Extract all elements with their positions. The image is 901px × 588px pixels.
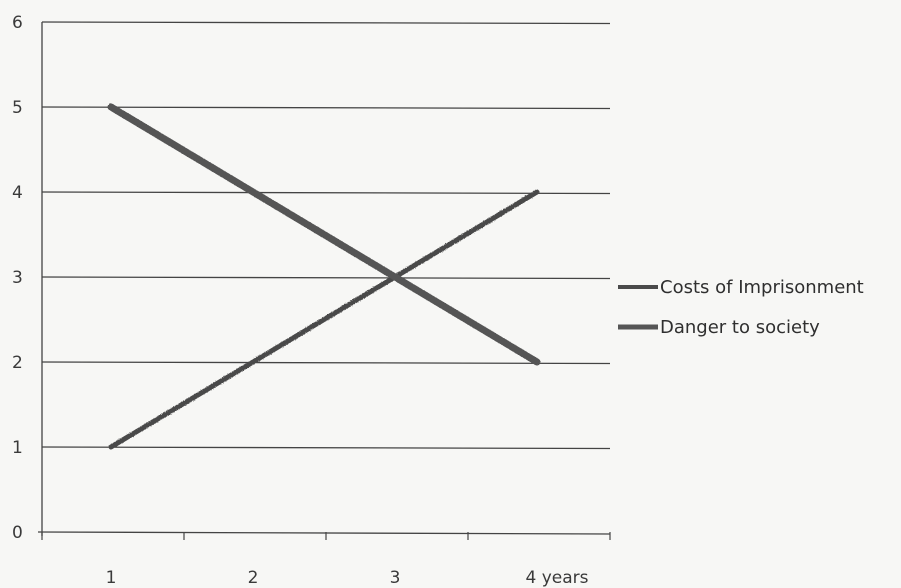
series-line — [107, 103, 541, 366]
x-tick-label: 2 — [248, 568, 259, 588]
series-lines — [107, 103, 541, 450]
legend-label: Danger to society — [660, 317, 820, 338]
y-axis-ticks: 0 1 2 3 4 5 6 — [12, 13, 23, 543]
x-axis-line — [37, 531, 611, 535]
y-tick-label: 3 — [12, 268, 23, 288]
gridline — [41, 276, 611, 280]
x-axis-ticks: 1 2 3 4 years — [106, 568, 589, 588]
x-tick-label: 1 — [106, 568, 117, 588]
y-tick-label: 0 — [12, 523, 23, 543]
series-line — [108, 189, 540, 450]
x-tick-label: 3 — [390, 568, 401, 588]
gridline — [41, 191, 611, 195]
legend-label: Costs of Imprisonment — [660, 277, 864, 298]
y-tick-label: 4 — [12, 183, 23, 203]
gridline — [41, 21, 611, 25]
gridline — [41, 446, 611, 450]
y-tick-label: 1 — [12, 438, 23, 458]
gridlines — [41, 21, 611, 450]
y-tick-label: 5 — [12, 98, 23, 118]
gridline — [41, 361, 611, 365]
legend: Costs of Imprisonment Danger to society — [618, 277, 864, 338]
y-tick-label: 6 — [12, 13, 23, 33]
axes — [37, 22, 611, 540]
gridline — [41, 106, 611, 110]
x-tick-label: 4 years — [525, 568, 588, 588]
y-tick-label: 2 — [12, 353, 23, 373]
